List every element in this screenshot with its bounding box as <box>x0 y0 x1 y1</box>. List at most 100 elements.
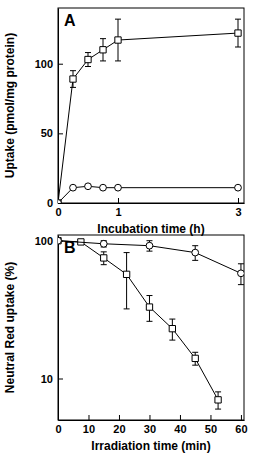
x-axis-title: Incubation time (h) <box>97 222 204 236</box>
marker <box>101 255 107 261</box>
x-tick: 60 <box>235 415 247 435</box>
y-tick-mark <box>58 203 63 204</box>
error-bar <box>85 53 91 67</box>
y-axis-line <box>58 236 59 421</box>
error-cap <box>192 245 198 246</box>
x-tick-label: 30 <box>144 423 156 435</box>
x-tick: 0 <box>55 198 61 218</box>
panel: 010203040506010100Irradiation time (min)… <box>3 235 248 453</box>
marker <box>100 47 106 53</box>
error-cap <box>70 70 76 71</box>
x-axis-line <box>59 203 245 204</box>
marker <box>58 200 61 203</box>
y-tick-label: 50 <box>41 127 53 139</box>
x-tick-label: 40 <box>174 423 186 435</box>
error-cap <box>235 19 241 20</box>
error-bar <box>146 296 152 322</box>
x-axis-line <box>59 420 245 421</box>
x-axis: 0 1 3 <box>55 198 244 218</box>
x-tick-mark <box>241 415 242 420</box>
marker <box>70 184 77 191</box>
y-tick-label: 100 <box>35 58 53 70</box>
x-tick-label: 3 <box>235 206 241 218</box>
error-cap <box>169 340 175 341</box>
error-cap <box>101 251 107 252</box>
marker <box>235 184 242 191</box>
error-bar <box>169 319 175 340</box>
error-cap <box>70 87 76 88</box>
error-bar <box>215 392 221 409</box>
y-axis: 10100 <box>35 235 63 421</box>
error-bar <box>238 264 244 285</box>
error-cap <box>146 240 152 241</box>
marker <box>70 76 76 82</box>
error-cap <box>100 60 106 61</box>
error-cap <box>115 60 121 61</box>
x-tick: 30 <box>144 415 156 435</box>
plot-area <box>58 237 244 409</box>
series-line <box>58 241 218 400</box>
x-tick-label: 0 <box>55 206 61 218</box>
plot-frame <box>58 235 244 420</box>
marker <box>215 397 221 403</box>
error-cap <box>115 19 121 20</box>
x-tick-mark <box>118 198 119 203</box>
x-axis-title: Irradiation time (min) <box>91 439 210 453</box>
x-tick-label: 10 <box>83 423 95 435</box>
x-tick-mark <box>238 198 239 203</box>
marker <box>192 249 199 256</box>
x-tick: 10 <box>83 415 95 435</box>
error-bar <box>70 71 76 88</box>
x-axis: 0102030405060 <box>55 415 247 435</box>
x-tick-label: 1 <box>115 206 121 218</box>
x-tick-label: 60 <box>235 423 247 435</box>
error-bar <box>101 252 107 265</box>
error-bar <box>115 19 121 61</box>
x-tick-label: 0 <box>55 423 61 435</box>
y-tick-label: 0 <box>47 197 53 209</box>
error-cap <box>192 260 198 261</box>
marker <box>100 184 107 191</box>
error-bar <box>235 19 241 47</box>
y-axis-title: Neutral Red uptake (%) <box>3 262 17 393</box>
error-cap <box>85 66 91 67</box>
y-tick-mark <box>58 379 63 380</box>
y-tick: 0 <box>47 197 63 209</box>
error-cap <box>146 295 152 296</box>
error-cap <box>169 319 175 320</box>
error-cap <box>215 409 221 410</box>
y-axis-line <box>58 9 59 204</box>
plot-area <box>58 19 241 203</box>
y-tick-mark <box>58 133 63 134</box>
error-bar <box>101 241 107 247</box>
error-cap <box>101 264 107 265</box>
marker <box>115 184 122 191</box>
marker <box>192 355 198 361</box>
error-cap <box>235 47 241 48</box>
x-tick-mark <box>210 415 211 420</box>
marker <box>235 30 241 36</box>
y-tick: 100 <box>35 58 63 70</box>
error-stem <box>126 253 127 309</box>
series-line <box>58 33 238 203</box>
error-cap <box>146 251 152 252</box>
y-tick-label: 10 <box>41 373 53 385</box>
marker <box>238 270 244 277</box>
marker <box>58 237 61 244</box>
x-tick: 3 <box>235 198 241 218</box>
x-tick-mark <box>180 415 181 420</box>
error-cap <box>192 365 198 366</box>
x-tick-mark <box>88 415 89 420</box>
y-axis: 0 50 100 <box>35 9 63 210</box>
plot-frame <box>58 8 244 203</box>
x-tick-mark <box>119 415 120 420</box>
error-bar <box>192 352 198 365</box>
error-cap <box>124 252 130 253</box>
x-tick: 40 <box>174 415 186 435</box>
error-cap <box>192 352 198 353</box>
error-cap <box>124 308 130 309</box>
error-cap <box>146 321 152 322</box>
error-bar <box>192 246 198 261</box>
panel-label: A <box>64 12 76 29</box>
error-bar <box>146 241 152 251</box>
